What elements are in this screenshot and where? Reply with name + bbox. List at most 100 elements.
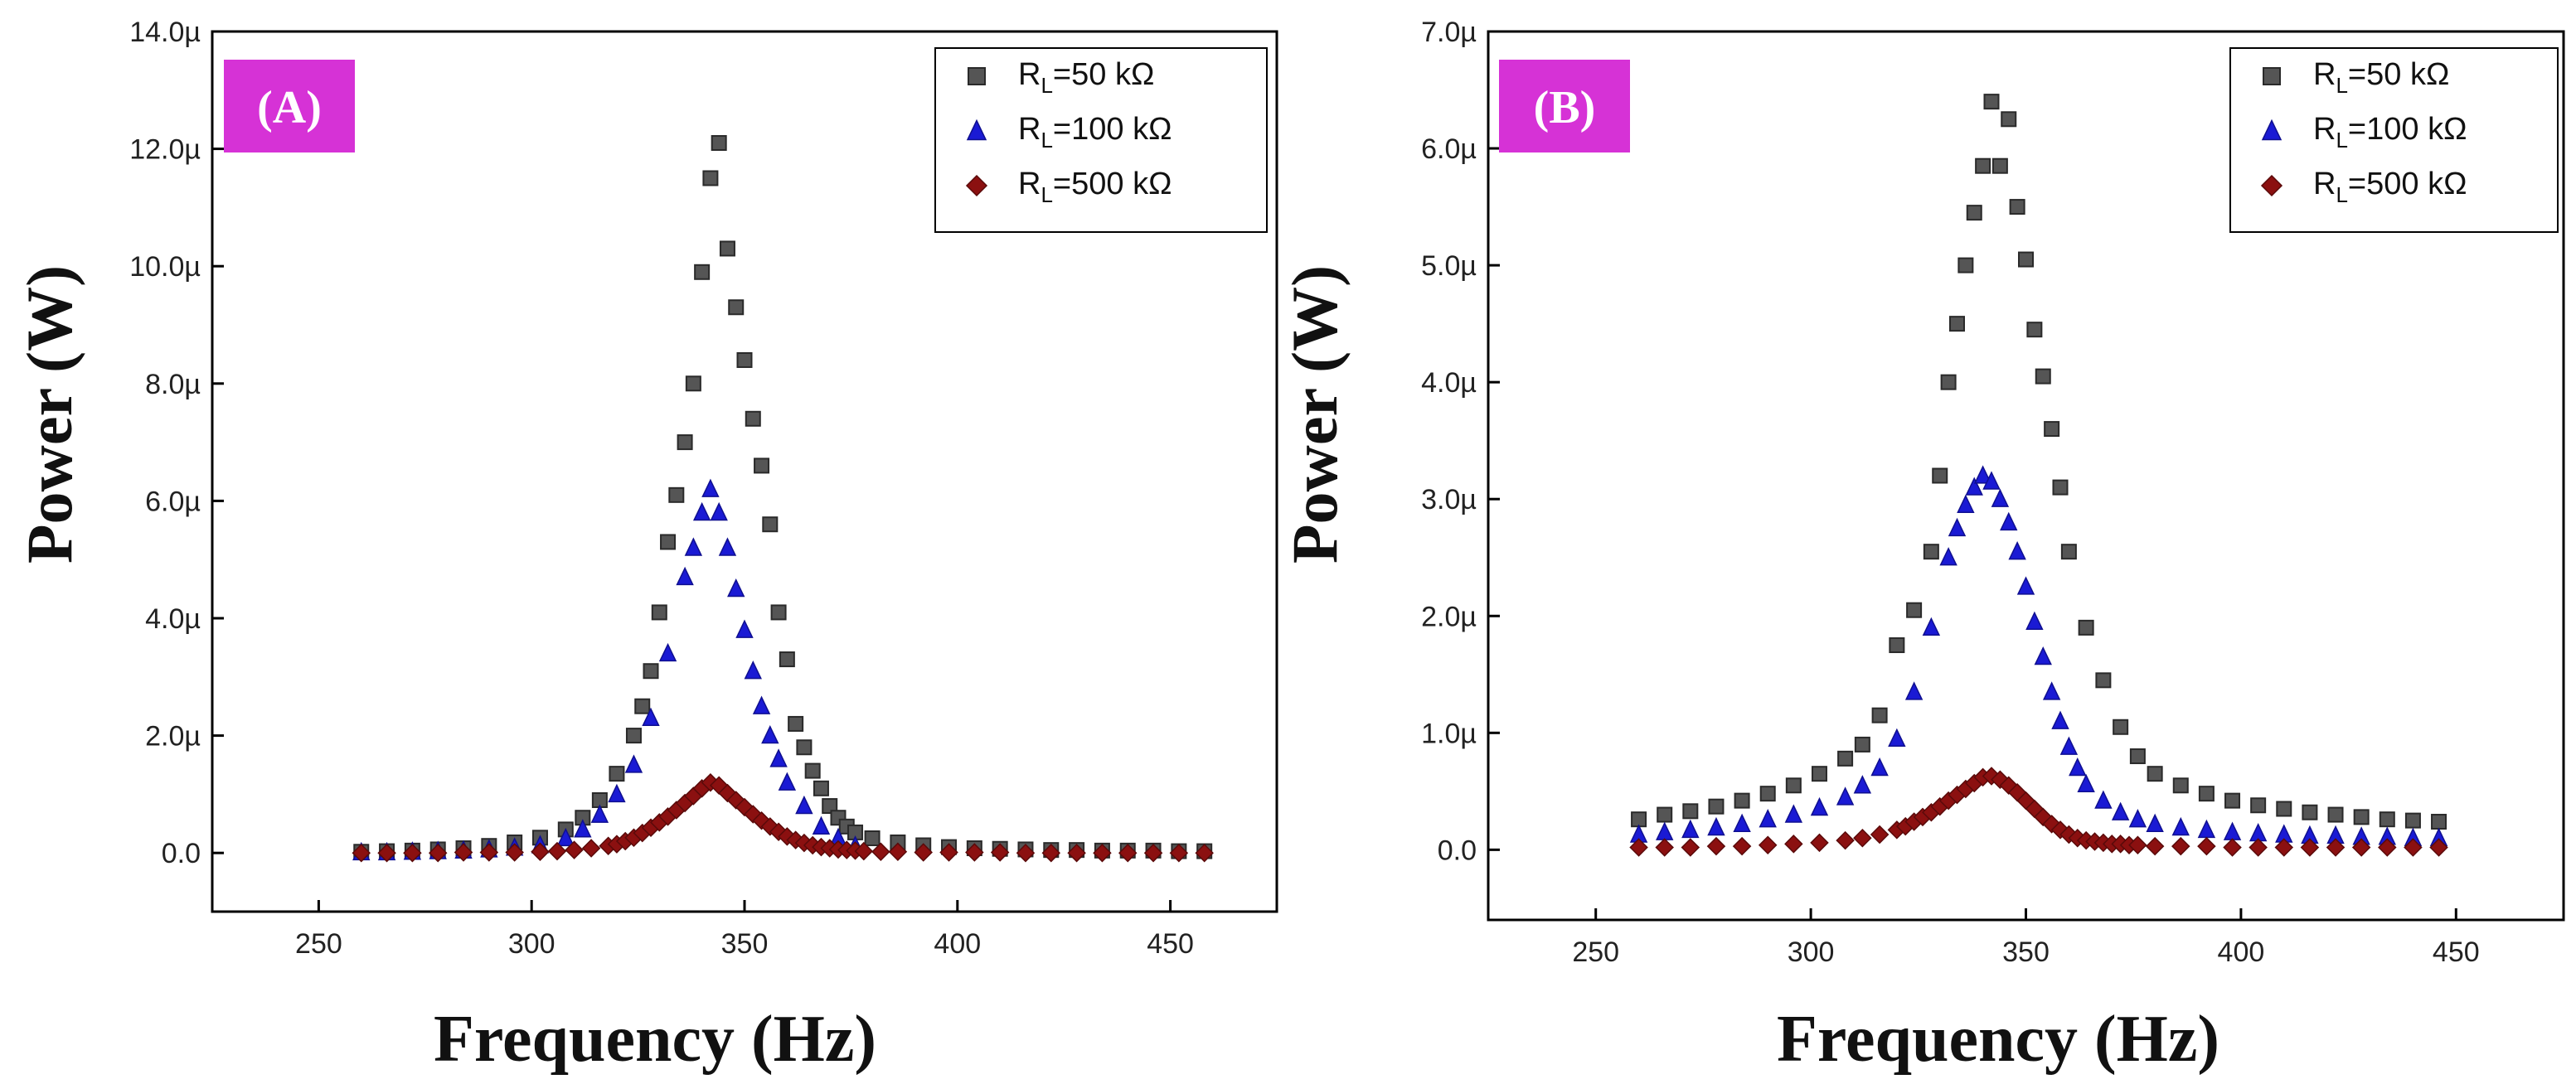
data-point (505, 843, 524, 862)
data-point (990, 843, 1010, 862)
data-point (1932, 467, 1948, 484)
data-point (676, 566, 694, 586)
data-point (795, 795, 813, 815)
data-point (718, 537, 737, 556)
data-point (581, 839, 601, 858)
data-point (2198, 786, 2215, 802)
y-tick-label: 0.0 (1438, 835, 1477, 866)
legend-box (934, 47, 1268, 233)
data-point (1853, 775, 1872, 794)
data-point (2353, 809, 2370, 825)
panel-label-background (1499, 60, 1630, 152)
data-point (1016, 843, 1036, 863)
data-point (752, 695, 771, 714)
data-point (377, 843, 396, 863)
data-point (2051, 710, 2069, 729)
x-axis-label: Frequency (Hz) (1777, 1003, 2219, 1076)
data-point (428, 843, 448, 863)
data-point (2059, 736, 2079, 755)
data-point (1837, 750, 1854, 767)
y-tick-label: 2.0µ (145, 721, 201, 753)
data-point (1991, 157, 2008, 174)
legend-entry: RL=100 kΩ (966, 112, 1172, 152)
data-point (2095, 672, 2112, 689)
data-point (1143, 843, 1163, 863)
data-point (1957, 494, 1975, 513)
series-diamond (352, 772, 1214, 863)
data-point (2034, 646, 2052, 665)
data-point (854, 841, 874, 861)
panel-label-background (224, 60, 355, 152)
data-point (744, 805, 763, 824)
data-point (677, 434, 693, 451)
data-point (1706, 836, 1726, 856)
legend-entry: RL=50 kΩ (968, 57, 1154, 98)
x-tick-label: 300 (508, 928, 555, 960)
data-point (479, 843, 499, 862)
data-point (2113, 719, 2129, 735)
data-point (1784, 835, 1803, 854)
legend-marker (965, 174, 988, 197)
data-point (1904, 681, 1924, 700)
data-point (2404, 812, 2421, 829)
data-point (812, 815, 831, 835)
data-point (609, 766, 625, 782)
data-point (2379, 811, 2395, 828)
data-point (728, 299, 745, 316)
data-point (2197, 836, 2216, 856)
data-point (2197, 819, 2216, 839)
x-tick-label: 450 (2433, 936, 2480, 968)
data-point (2172, 777, 2189, 794)
data-point (735, 619, 754, 638)
legend-entry: RL=50 kΩ (2263, 57, 2449, 98)
data-point (2171, 816, 2190, 836)
data-point (352, 843, 371, 863)
x-tick-label: 300 (1788, 936, 1835, 968)
data-point (2276, 801, 2292, 817)
data-point (1999, 776, 2019, 796)
data-point (726, 791, 745, 810)
data-point (651, 604, 667, 621)
panel-label: (B) (1534, 82, 1596, 133)
data-point (1656, 821, 1674, 840)
data-point (2145, 836, 2165, 856)
data-point (1991, 488, 2010, 507)
data-point (2018, 251, 2034, 268)
data-point (1067, 843, 1086, 863)
legend-entry: RL=500 kΩ (2260, 167, 2467, 207)
data-point (668, 486, 685, 503)
data-point (1836, 786, 1855, 806)
x-tick-label: 350 (721, 928, 769, 960)
data-point (778, 772, 797, 791)
y-tick-label: 5.0µ (1421, 250, 1477, 282)
data-point (1871, 707, 1888, 723)
x-tick-label: 250 (295, 928, 342, 960)
data-point (1758, 835, 1778, 854)
data-point (590, 804, 609, 823)
data-point (914, 843, 933, 862)
legend-box (2229, 47, 2559, 233)
data-point (719, 240, 735, 257)
legend-entry: RL=500 kΩ (965, 167, 1172, 207)
data-point (1948, 316, 1965, 332)
legend: RL=50 kΩ RL=100 kΩ RL=500 kΩ (934, 47, 1268, 233)
data-point (2009, 199, 2025, 215)
data-point (1093, 843, 1112, 863)
y-tick-label: 8.0µ (145, 369, 201, 400)
y-tick-label: 6.0µ (1421, 133, 1477, 165)
data-point (1922, 617, 1941, 636)
data-point (701, 478, 720, 497)
legend-label: RL=100 kΩ (1018, 112, 1172, 152)
data-point (2008, 541, 2026, 560)
data-point (642, 707, 660, 727)
data-point (1682, 803, 1699, 820)
data-point (1118, 843, 1138, 863)
data-point (1853, 829, 1872, 848)
data-point (2078, 619, 2094, 636)
data-point (2060, 544, 2077, 560)
data-point (1629, 838, 1648, 857)
data-point (2223, 821, 2242, 840)
legend-marker (2260, 174, 2283, 197)
data-point (574, 819, 592, 838)
data-point (2026, 322, 2043, 338)
